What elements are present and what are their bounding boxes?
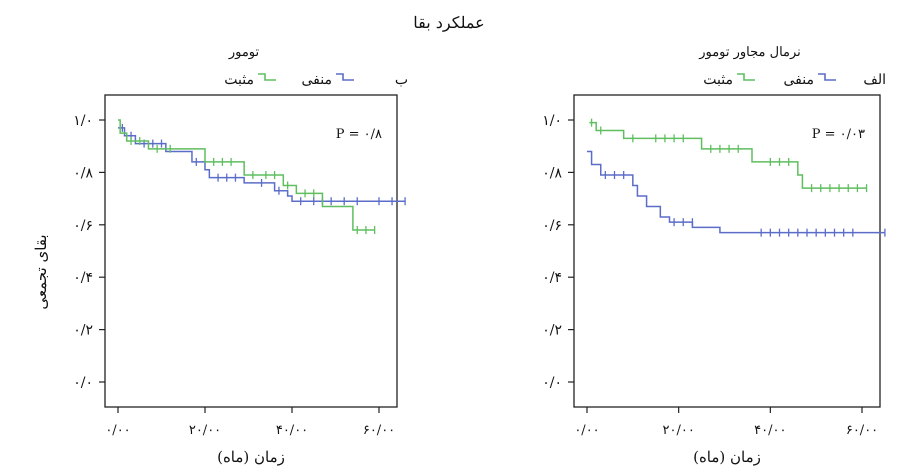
y-tick-label: ۰/۶	[73, 218, 93, 234]
panel-b-tumor: ۰/۰ ۰/۲ ۰/۴ ۰/۶ ۰/۸ ۱/۰ ۰/۰۰ ۲۰/۰۰ ۴۰/۰۰ ۶۰/۰۰ زما…	[73, 45, 408, 466]
survival-curve-negative	[587, 150, 885, 234]
legend-title: تومور	[228, 45, 260, 60]
legend-label-negative: منفی	[302, 72, 332, 88]
survival-curve-positive	[118, 119, 375, 231]
legend: تومور ب منفی مثبت	[224, 45, 408, 88]
y-tick-label: ۰/۴	[73, 270, 93, 286]
y-tick-label: ۱/۰	[73, 113, 93, 129]
y-tick-label: ۰/۸	[542, 165, 562, 181]
y-tick-label: ۰/۸	[73, 165, 93, 181]
legend-label-positive: مثبت	[703, 72, 733, 88]
panel-alef-adjacent-normal: ۰/۰ ۰/۲ ۰/۴ ۰/۶ ۰/۸ ۱/۰ ۰/۰۰ ۲۰/۰۰ ۴۰/۰۰ ۶۰/۰۰ زما…	[542, 45, 886, 466]
x-axis-label: زمان (ماه)	[693, 448, 761, 466]
y-tick-label: ۱/۰	[542, 113, 562, 129]
x-axis-label: زمان (ماه)	[217, 448, 285, 466]
plot-frame	[104, 94, 398, 408]
legend-key-positive	[737, 73, 755, 81]
figure-title: عملکرد بقا	[413, 13, 484, 32]
y-tick-label: ۰/۰	[73, 375, 93, 391]
x-tick-label: ۴۰/۰۰	[276, 423, 308, 438]
x-tick-label: ۲۰/۰۰	[663, 423, 695, 438]
legend: نرمال مجاور تومور الف منفی مثبت	[698, 45, 886, 88]
legend-label-positive: مثبت	[224, 72, 254, 88]
plot-frame	[573, 94, 881, 408]
y-tick-label: ۰/۶	[542, 218, 562, 234]
p-value-label: P = ۰/۰۳	[812, 127, 865, 142]
x-tick-label: ۲۰/۰۰	[189, 423, 221, 438]
x-tick-label: ۶۰/۰۰	[846, 423, 878, 438]
x-tick-label: ۰/۰۰	[105, 423, 130, 438]
panel-label: ب	[395, 72, 408, 88]
y-tick-label: ۰/۲	[73, 323, 93, 339]
p-value-label: P = ۰/۸	[336, 127, 382, 142]
legend-label-negative: منفی	[784, 72, 814, 88]
y-tick-label: ۰/۴	[542, 270, 562, 286]
x-tick-label: ۰/۰۰	[574, 423, 599, 438]
x-tick-label: ۶۰/۰۰	[363, 423, 395, 438]
legend-key-positive	[258, 73, 276, 81]
legend-title: نرمال مجاور تومور	[698, 45, 801, 60]
legend-key-negative	[818, 73, 836, 81]
legend-key-negative	[336, 73, 354, 81]
survival-curve-negative	[118, 127, 406, 202]
x-tick-label: ۴۰/۰۰	[754, 423, 786, 438]
y-tick-label: ۰/۲	[542, 323, 562, 339]
panel-label: الف	[863, 72, 886, 88]
y-tick-label: ۰/۰	[542, 375, 562, 391]
shared-y-axis-label: بقای تجمعی	[32, 234, 50, 309]
